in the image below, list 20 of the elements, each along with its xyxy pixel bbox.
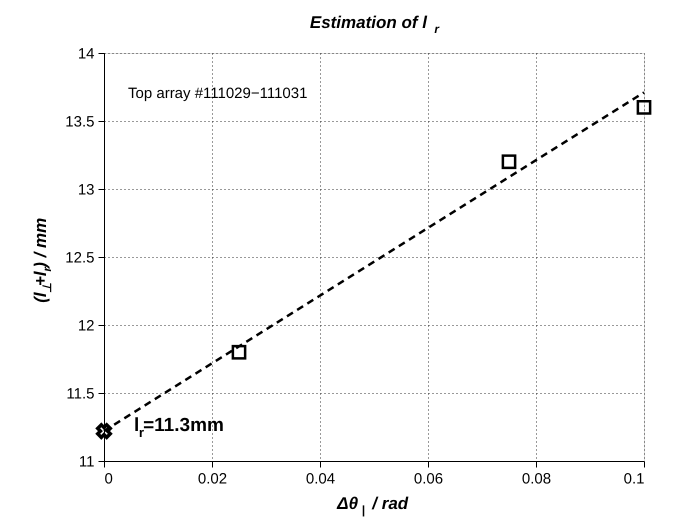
y-tick-label: 13.5	[65, 114, 94, 130]
x-tick-label: 0.1	[624, 470, 644, 488]
x-tick-label: 0.02	[198, 470, 228, 488]
y-tick-label: 14	[78, 46, 94, 62]
point	[232, 344, 246, 360]
point	[96, 423, 112, 440]
point	[636, 100, 652, 115]
y-tick-label: 11.5	[66, 386, 94, 402]
y-tick-label: 12	[78, 318, 94, 334]
x-tick-label: 0.06	[414, 470, 444, 488]
x-tick-label: 0.04	[306, 470, 336, 488]
y-tick-label: 12.5	[65, 250, 94, 266]
y-tick-label: 11	[78, 454, 94, 470]
x-tick-label: 0.08	[522, 470, 552, 488]
annotation: Top array #111029−111031	[128, 85, 308, 102]
x-axis-title: Δθ| / rad	[336, 494, 409, 518]
x-tick-label: 0	[104, 470, 113, 488]
point	[502, 154, 516, 170]
y-tick-label: 13	[78, 182, 94, 198]
y-axis-title: (l⊥+lr) / mm	[31, 218, 54, 303]
